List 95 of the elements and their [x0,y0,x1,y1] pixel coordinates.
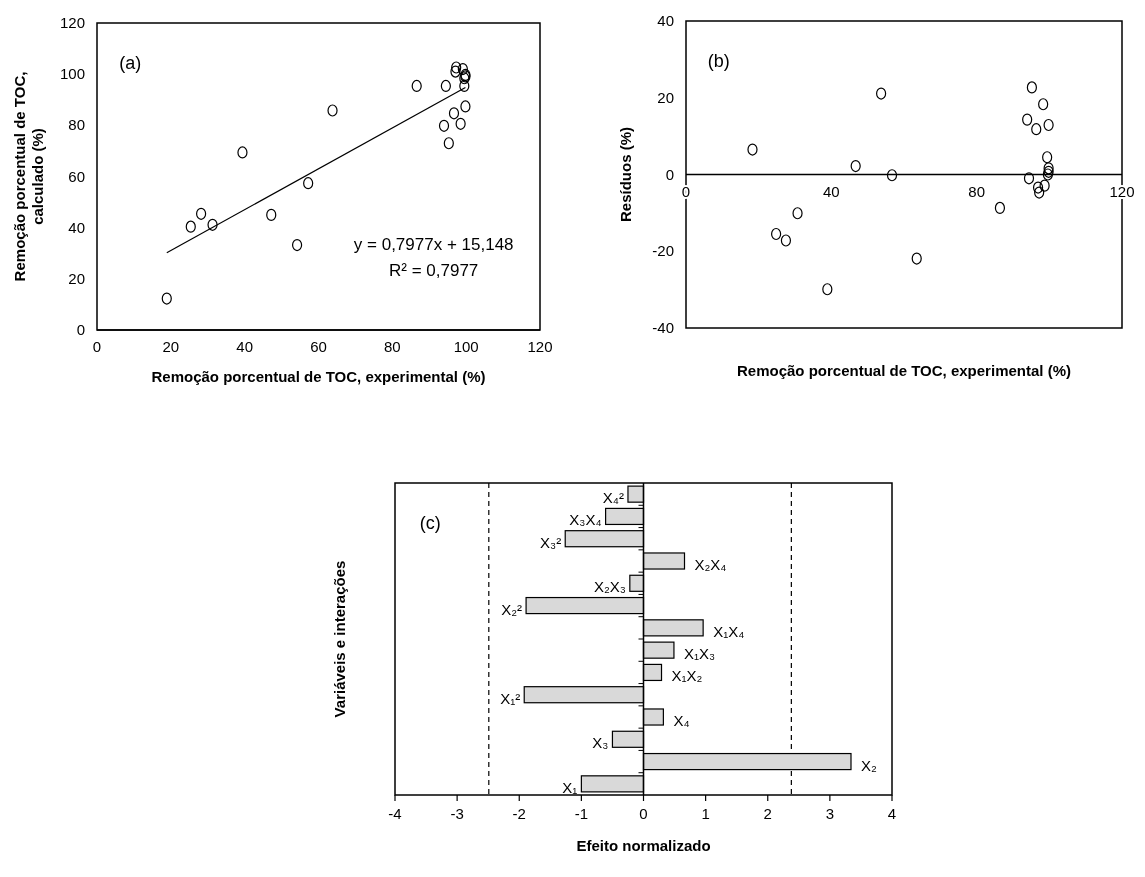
y-tick-label: 0 [76,321,85,338]
x-tick-label: 80 [968,182,986,200]
point [1022,113,1033,126]
point [237,146,248,159]
y-tick-label: X₄² [602,489,624,507]
y-tick-label: X₃² [540,533,562,551]
point [876,87,887,100]
point [459,79,470,93]
y-tick-label: X₁X₃ [683,645,716,663]
x-tick-label: 4 [887,805,897,822]
y-tick-label: X₁ [562,778,578,796]
point [822,283,833,296]
y-tick-label: X₂ [861,756,877,774]
y-tick-label: X₂X₃ [593,578,626,596]
point [207,218,218,231]
x-tick-label: 2 [763,805,772,822]
y-tick-label: 80 [68,116,85,134]
x-tick-label: 3 [825,805,835,822]
x-tick-label: 20 [162,338,180,355]
y-tick-label: X₂X₄ [694,556,727,573]
y-tick-label: -40 [652,319,674,336]
point [460,100,471,113]
point [780,234,792,247]
point [911,252,922,265]
point [440,79,451,93]
y-tick-label: 60 [68,167,85,185]
y-axis-title: Resíduos (%) [617,126,634,223]
point [1042,151,1053,164]
y-tick-label: X₁² [500,689,521,707]
x-tick-label: 1 [701,805,710,822]
y-tick-label: 40 [657,12,674,29]
y-tick-label: -20 [652,242,674,260]
point [792,207,803,220]
y-tick-label: X₃X₄ [569,511,602,529]
annotation: (a) [119,53,142,73]
point [185,220,196,233]
point [266,208,277,221]
y-tick-label: 20 [657,88,674,106]
x-tick-label: 40 [236,338,254,355]
point [451,61,462,74]
annotation: y = 0,7977x + 15,148 [353,235,514,255]
point [1039,179,1050,192]
point [450,65,461,78]
point [455,117,466,130]
x-tick-label: 120 [527,338,553,355]
point [457,62,468,76]
point [196,207,207,220]
point [771,227,782,241]
point [448,107,460,120]
point [850,159,861,173]
point [1031,123,1042,136]
y-axis-title: Variáveis e interações [331,560,348,718]
point [994,201,1006,214]
x-tick-label: 0 [92,338,102,355]
point [443,137,454,150]
point [291,238,303,252]
point [1032,181,1044,194]
y-tick-label: X₄ [673,712,690,729]
y-axis-title: Remoção porcentual de TOC, calculado (%) [11,71,46,282]
x-axis-title: Efeito normalizado [576,837,711,854]
point [161,292,172,305]
x-tick-label: -3 [450,805,464,822]
x-tick-label: 80 [383,338,401,355]
annotation: (b) [707,51,730,71]
point [303,177,314,190]
x-tick-label: 0 [639,805,648,822]
point [438,119,450,132]
point [886,169,898,182]
point [411,79,422,93]
y-tick-label: X₁X₄ [713,622,745,640]
y-tick-label: 120 [59,14,85,31]
x-tick-label: -2 [512,805,526,822]
x-tick-label: 40 [822,182,840,200]
annotation: (c) [419,513,441,533]
x-tick-label: -1 [574,805,589,822]
x-axis-title: Remoção porcentual de TOC, experimental (%) [737,362,1071,379]
y-tick-label: 40 [68,218,85,236]
point [1034,186,1045,199]
y-tick-label: 20 [68,269,85,287]
point [1043,118,1054,132]
x-tick-label: 100 [453,338,479,355]
y-tick-label: X₂² [501,600,523,618]
annotation: R² = 0,7977 [389,261,479,281]
point [747,143,758,156]
y-tick-label: 0 [665,165,674,183]
y-tick-label: X₃ [592,734,609,752]
y-tick-label: X₁X₂ [671,667,703,685]
point [327,104,338,117]
point [1038,98,1049,111]
y-tick-label: 100 [59,65,85,83]
x-tick-label: 60 [310,338,327,355]
point [1023,172,1035,185]
x-axis-title: Remoção porcentual de TOC, experimental (%) [151,368,486,385]
x-tick-label: -4 [388,805,402,822]
point [1026,81,1037,94]
